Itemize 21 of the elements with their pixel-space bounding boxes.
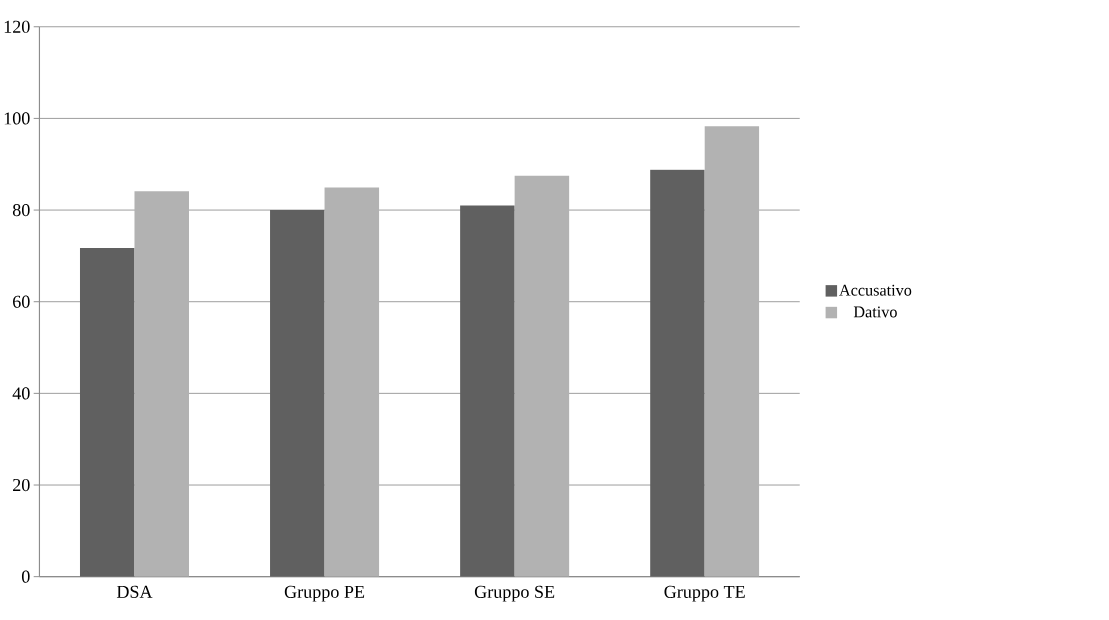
bar: [79, 248, 135, 577]
legend-label: Accusativo: [839, 284, 912, 296]
y-tick-label: 80: [12, 204, 30, 217]
bar: [460, 205, 515, 577]
x-tick-label: Gruppo SE: [474, 585, 555, 602]
bar: [704, 126, 760, 577]
y-tick-label: 0: [21, 570, 30, 583]
bar: [270, 210, 325, 577]
y-tick-label: 20: [13, 479, 30, 492]
y-tick-label: 120: [4, 20, 30, 34]
y-tick-label: 60: [13, 295, 30, 308]
y-tick-label: 100: [4, 112, 30, 125]
legend-label: Dativo: [853, 306, 897, 318]
x-tick-label: DSA: [116, 585, 153, 599]
bar: [650, 169, 705, 577]
bar: [324, 187, 380, 577]
x-tick-label: Gruppo PE: [284, 585, 365, 602]
x-tick-label: Gruppo TE: [664, 585, 745, 602]
y-tick-label: 40: [12, 387, 30, 400]
bar: [134, 191, 189, 577]
bar: [514, 175, 570, 577]
